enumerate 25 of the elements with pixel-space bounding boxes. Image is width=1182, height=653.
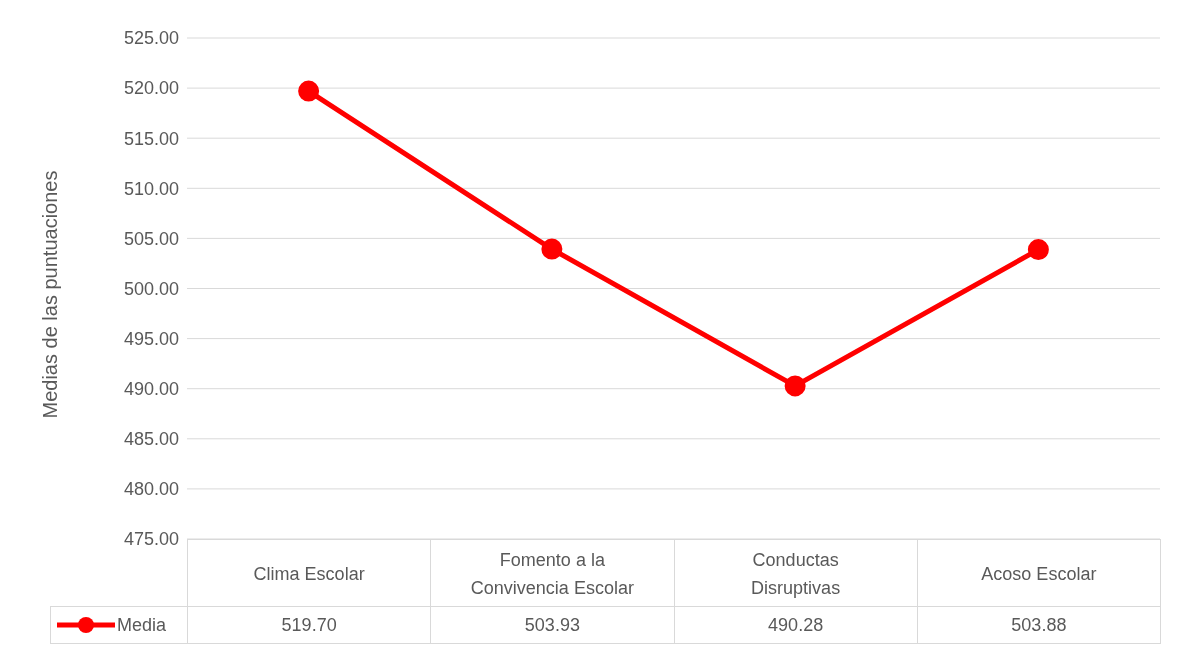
- x-tick-label: Acoso Escolar: [981, 562, 1097, 586]
- point: [784, 375, 806, 397]
- point: [298, 80, 320, 102]
- data-label: 490.28: [768, 614, 824, 636]
- x-tick-label: Fomento a la Convivencia Escolar: [469, 548, 635, 600]
- data-label: 519.70: [281, 614, 337, 636]
- point: [1027, 239, 1049, 261]
- y-tick-label: 485.00: [123, 429, 179, 450]
- y-tick-label: 525.00: [123, 28, 179, 49]
- y-axis-title: Medias de las puntuaciones: [39, 170, 62, 419]
- y-tick-label: 510.00: [123, 178, 179, 199]
- y-tick-label: 500.00: [123, 278, 179, 299]
- x-tick-label: Conductas Disruptivas: [750, 548, 842, 600]
- legend-label: Media: [117, 614, 167, 636]
- y-tick-label: 475.00: [123, 529, 179, 550]
- y-tick-label: 505.00: [123, 228, 179, 249]
- y-tick-label: 520.00: [123, 78, 179, 99]
- y-tick-label: 495.00: [123, 328, 179, 349]
- data-label: 503.93: [524, 614, 580, 636]
- y-tick-label: 515.00: [123, 128, 179, 149]
- data-label: 503.88: [1011, 614, 1067, 636]
- x-tick-label: Clima Escolar: [253, 562, 365, 586]
- y-tick-label: 490.00: [123, 379, 179, 400]
- point: [541, 238, 563, 260]
- y-tick-label: 480.00: [123, 479, 179, 500]
